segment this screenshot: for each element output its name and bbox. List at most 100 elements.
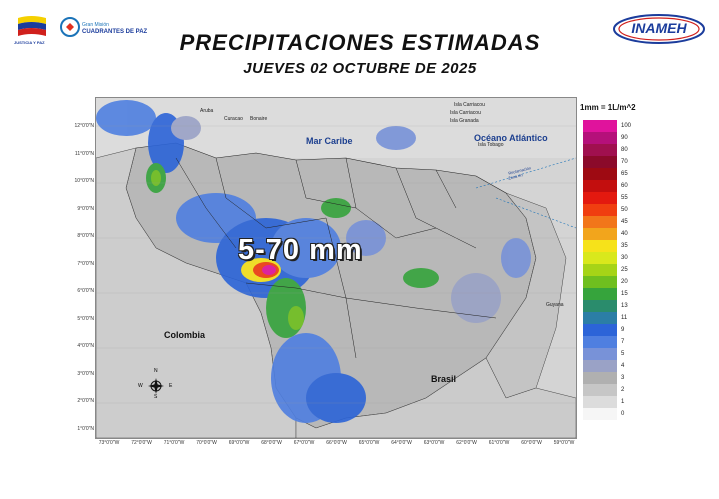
precipitation-map-graphic — [96, 98, 576, 438]
legend-label: 80 — [621, 147, 628, 153]
latitude-tick-label: 4°0'0"N — [77, 343, 94, 349]
rainfall-range-label: 5-70 mm — [238, 234, 363, 266]
longitude-tick-label: 69°0'0"W — [228, 440, 250, 446]
legend-label: 0 — [621, 411, 625, 417]
legend-swatch — [583, 396, 617, 408]
legend-swatch — [583, 348, 617, 360]
legend-swatch — [583, 336, 617, 348]
label-mar-caribe: Mar Caribe — [306, 136, 353, 146]
page-title: PRECIPITACIONES ESTIMADAS — [179, 30, 541, 55]
legend-swatch — [583, 240, 617, 252]
label-isla-tobago: Isla Tobago — [478, 142, 504, 148]
compass-rose-icon: N S E W — [138, 368, 174, 400]
longitude-tick-label: 61°0'0"W — [488, 440, 510, 446]
latitude-tick-label: 6°0'0"N — [77, 288, 94, 294]
legend-swatch — [583, 300, 617, 312]
legend-label: 3 — [621, 375, 625, 381]
legend-label: 100 — [621, 123, 632, 129]
latitude-tick-label: 1°0'0"N — [77, 425, 94, 432]
legend-swatch — [583, 324, 617, 336]
longitude-tick-label: 59°0'0"W — [553, 440, 575, 446]
latitude-tick-label: 9°0'0"N — [77, 205, 94, 212]
legend-label: 7 — [621, 339, 625, 345]
legend-label: 55 — [621, 195, 628, 201]
longitude-tick-label: 62°0'0"W — [456, 440, 477, 446]
legend-swatch — [583, 408, 617, 420]
latitude-axis: 12°0'0"N 11°0'0"N 10°0'0"N 9°0'0"N 8°0'0"N 7°… — [60, 97, 94, 437]
legend-swatch — [583, 168, 617, 180]
label-oceano-atlantico: Océano Atlántico — [474, 133, 548, 143]
longitude-tick-label: 73°0'0"W — [98, 440, 120, 446]
label-curacao: Curacao — [224, 116, 243, 122]
legend-swatch — [583, 204, 617, 216]
latitude-tick-label: 8°0'0"N — [77, 233, 94, 239]
latitude-tick-label: 12°0'0"N — [74, 123, 94, 129]
latitude-tick-label: 7°0'0"N — [77, 260, 94, 267]
legend-label: 4 — [621, 363, 625, 369]
legend-swatch — [583, 144, 617, 156]
precipitation-map: Mar Caribe Océano Atlántico Colombia Bra… — [95, 97, 577, 439]
inameh-logo-text: INAMEH — [631, 20, 687, 36]
legend-swatch — [583, 276, 617, 288]
longitude-tick-label: 66°0'0"W — [326, 440, 347, 446]
legend-swatch — [583, 384, 617, 396]
legend-label: 90 — [621, 135, 628, 141]
legend-label: 60 — [621, 183, 628, 189]
compass-west: W — [138, 383, 143, 389]
legend-label: 45 — [621, 219, 628, 225]
legend-swatch — [583, 228, 617, 240]
legend-label: 5 — [621, 351, 625, 357]
legend-label: 25 — [621, 267, 628, 273]
legend-swatch — [583, 264, 617, 276]
longitude-tick-label: 64°0'0"W — [391, 440, 412, 446]
label-aruba: Aruba — [200, 108, 214, 114]
legend-swatch — [583, 132, 617, 144]
longitude-tick-label: 70°0'0"W — [196, 440, 217, 446]
legend-label: 30 — [621, 255, 628, 261]
legend-swatch — [583, 312, 617, 324]
legend-label: 50 — [621, 207, 628, 213]
latitude-tick-label: 2°0'0"N — [77, 398, 94, 404]
legend-swatch — [583, 372, 617, 384]
latitude-tick-label: 10°0'0"N — [74, 178, 94, 184]
legend-label: 70 — [621, 159, 628, 165]
left-logo-brand-main: CUADRANTES DE PAZ — [82, 29, 148, 35]
legend-swatch — [583, 120, 617, 132]
label-isla-granada: Isla Granada — [450, 118, 479, 124]
label-colombia: Colombia — [164, 330, 206, 340]
longitude-tick-label: 63°0'0"W — [423, 440, 445, 446]
legend-label: 15 — [621, 291, 628, 297]
longitude-tick-label: 65°0'0"W — [358, 440, 380, 446]
compass-south: S — [154, 394, 158, 400]
legend-label: 20 — [621, 279, 628, 285]
legend-swatch — [583, 288, 617, 300]
legend-swatch — [583, 360, 617, 372]
longitude-tick-label: 60°0'0"W — [521, 440, 542, 446]
page-subtitle: JUEVES 02 OCTUBRE DE 2025 — [243, 60, 477, 77]
legend-label: 1 — [621, 399, 625, 405]
legend-swatch — [583, 156, 617, 168]
legend-swatch — [583, 180, 617, 192]
latitude-tick-label: 11°0'0"N — [74, 150, 94, 157]
longitude-axis: 73°0'0"W 72°0'0"W 71°0'0"W 70°0'0"W 69°0'0"W… — [95, 440, 575, 450]
inameh-logo: INAMEH — [611, 12, 707, 46]
left-logo-caption: JUSTICIA Y PAZ — [14, 40, 45, 45]
map-grid — [96, 125, 576, 404]
legend-swatch — [583, 216, 617, 228]
venezuela-flag-icon — [18, 16, 80, 37]
legend-label: 13 — [621, 303, 628, 309]
compass-east: E — [169, 383, 173, 389]
longitude-tick-label: 72°0'0"W — [131, 440, 152, 446]
legend-label: 40 — [621, 231, 628, 237]
legend-label: 11 — [621, 315, 628, 321]
label-brasil: Brasil — [431, 374, 457, 384]
latitude-tick-label: 3°0'0"N — [77, 370, 94, 377]
legend-title: 1mm = 1L/m^2 — [580, 103, 636, 112]
longitude-tick-label: 67°0'0"W — [293, 440, 315, 446]
label-guyana: Guyana — [546, 302, 564, 308]
compass-north: N — [154, 368, 158, 374]
inameh-emblem-icon — [613, 14, 705, 44]
left-logo-brand-top: Gran Misión — [82, 22, 109, 28]
legend-swatch — [583, 192, 617, 204]
legend-label: 9 — [621, 327, 625, 333]
